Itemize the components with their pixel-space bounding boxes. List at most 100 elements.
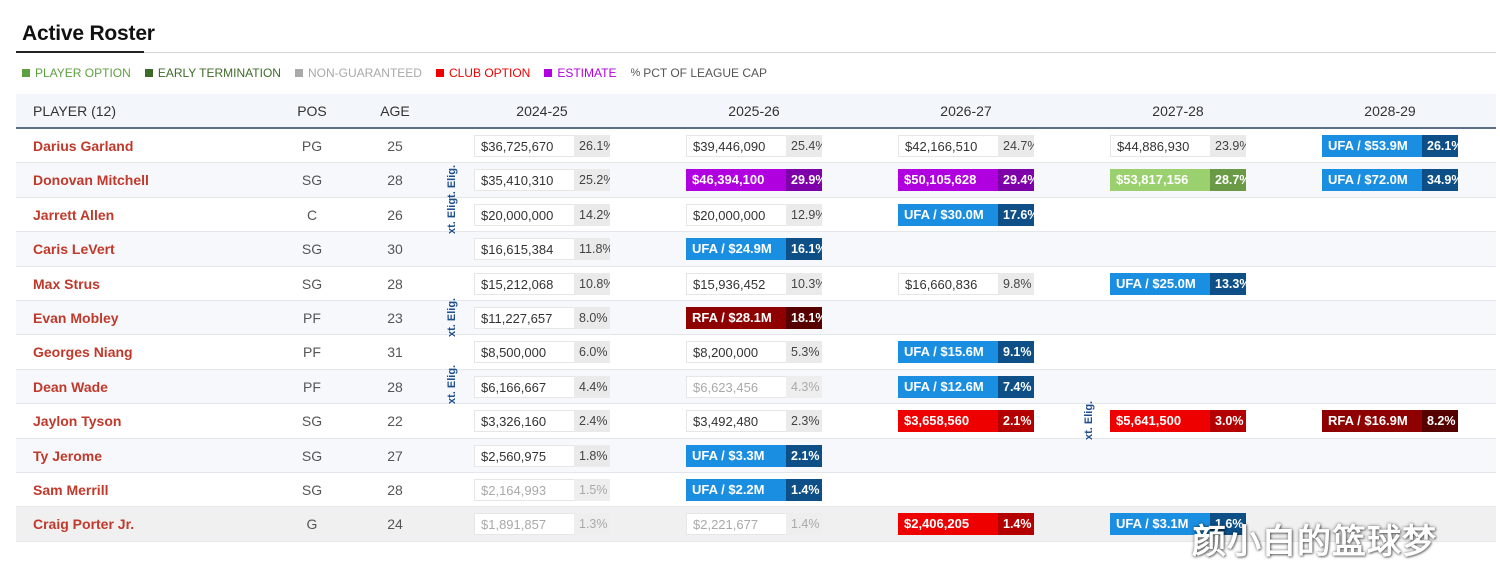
- salary-amount: $50,105,628: [898, 169, 998, 192]
- header-player[interactable]: PLAYER (12): [33, 103, 116, 119]
- salary-amount: $46,394,100: [686, 169, 786, 192]
- player-name-link[interactable]: Jarrett Allen: [33, 206, 115, 223]
- salary-amount: $16,660,836: [898, 272, 998, 295]
- salary-amount: UFA / $3.1M: [1110, 513, 1210, 536]
- salary-2025-26: UFA / $3.3M 2.1%: [686, 444, 822, 467]
- salary-pct: 11.8%: [574, 238, 610, 261]
- salary-2026-27: $3,658,560 2.1%: [898, 410, 1034, 433]
- header-2028-29[interactable]: 2028-29: [1364, 103, 1416, 119]
- salary-pct: 12.9%: [786, 203, 822, 226]
- salary-pct: 1.8%: [574, 444, 610, 467]
- player-pos: PG: [301, 138, 323, 154]
- salary-pct: 29.9%: [786, 169, 822, 192]
- percent-icon: %: [630, 67, 641, 79]
- header-2024-25[interactable]: 2024-25: [516, 103, 568, 119]
- player-name-link[interactable]: Craig Porter Jr.: [33, 516, 135, 533]
- salary-pct: 25.2%: [574, 169, 610, 192]
- salary-amount: $35,410,310: [474, 169, 574, 192]
- page-title: Active Roster: [22, 22, 155, 45]
- salary-amount: $42,166,510: [898, 135, 998, 157]
- salary-2027-28: UFA / $3.1M 1.6%: [1110, 513, 1246, 536]
- salary-pct: 16.1%: [786, 238, 822, 261]
- player-name-link[interactable]: Caris LeVert: [33, 241, 115, 258]
- player-name-link[interactable]: Donovan Mitchell: [33, 172, 149, 189]
- salary-amount: $6,166,667: [474, 375, 574, 398]
- salary-amount: $2,406,205: [898, 513, 998, 536]
- header-2025-26[interactable]: 2025-26: [728, 103, 780, 119]
- salary-amount: $8,200,000: [686, 341, 786, 364]
- salary-2025-26: UFA / $2.2M 1.4%: [686, 478, 822, 501]
- salary-amount: $2,164,993: [474, 478, 574, 501]
- salary-pct: 6.0%: [574, 341, 610, 364]
- extension-eligible-label: xt. Elig.: [446, 297, 458, 337]
- table-row: Georges Niang PF 31 $8,500,000 6.0% $8,20…: [16, 335, 1496, 370]
- legend-estimate: ESTIMATE: [544, 66, 616, 80]
- player-name-link[interactable]: Ty Jerome: [33, 447, 102, 464]
- legend-label: CLUB OPTION: [448, 66, 531, 80]
- table-header: PLAYER (12) POS AGE 2024-25 2025-26 2026…: [16, 94, 1496, 129]
- player-pos: C: [306, 206, 318, 223]
- table-row: Jaylon Tyson SG 22 $3,326,160 2.4% $3,492…: [16, 404, 1496, 439]
- salary-pct: 1.4%: [786, 478, 822, 501]
- legend-label: ESTIMATE: [557, 66, 617, 80]
- salary-pct: 1.4%: [998, 513, 1034, 536]
- table-row: Ty Jerome SG 27 $2,560,975 1.8% UFA / $3.…: [16, 438, 1496, 473]
- salary-2026-27: $2,406,205 1.4%: [898, 513, 1034, 536]
- table-row: Sam Merrill SG 28 $2,164,993 1.5% UFA / $…: [16, 473, 1496, 508]
- header-age[interactable]: AGE: [380, 103, 410, 119]
- salary-amount: $20,000,000: [474, 203, 574, 226]
- club-option-swatch-icon: [435, 69, 444, 77]
- salary-amount: RFA / $16.9M: [1322, 410, 1422, 433]
- salary-pct: 2.4%: [574, 410, 610, 433]
- player-name-link[interactable]: Evan Mobley: [33, 309, 119, 326]
- player-name-link[interactable]: Max Strus: [33, 275, 100, 292]
- player-name-link[interactable]: Darius Garland: [33, 138, 134, 154]
- salary-2025-26: $8,200,000 5.3%: [686, 341, 822, 364]
- salary-amount: $2,560,975: [474, 444, 574, 467]
- salary-amount: UFA / $53.9M: [1322, 135, 1422, 157]
- player-name-link[interactable]: Georges Niang: [33, 344, 133, 361]
- salary-amount: $1,891,857: [474, 513, 574, 536]
- salary-pct: 9.8%: [998, 272, 1034, 295]
- salary-amount: UFA / $15.6M: [898, 341, 998, 364]
- player-pos: G: [306, 516, 318, 533]
- header-2026-27[interactable]: 2026-27: [940, 103, 992, 119]
- salary-amount: UFA / $30.0M: [898, 203, 998, 226]
- salary-amount: $6,623,456: [686, 375, 786, 398]
- player-name-link[interactable]: Dean Wade: [33, 378, 108, 395]
- player-age: 28: [387, 172, 403, 189]
- salary-pct: 13.3%: [1210, 272, 1246, 295]
- header-pos[interactable]: POS: [297, 103, 327, 119]
- player-name-link[interactable]: Jaylon Tyson: [33, 413, 122, 430]
- salary-2025-26: $3,492,480 2.3%: [686, 410, 822, 433]
- player-name-link[interactable]: Sam Merrill: [33, 481, 109, 498]
- header-2027-28[interactable]: 2027-28: [1152, 103, 1204, 119]
- salary-amount: RFA / $28.1M: [686, 306, 786, 329]
- salary-pct: 18.1%: [786, 306, 822, 329]
- salary-amount: $5,641,500: [1110, 410, 1210, 433]
- salary-amount: $20,000,000: [686, 203, 786, 226]
- salary-pct: 26.1%: [1422, 135, 1458, 157]
- salary-pct: 24.7%: [998, 135, 1034, 157]
- salary-pct: 8.0%: [574, 306, 610, 329]
- salary-pct: 8.2%: [1422, 410, 1458, 433]
- salary-amount: $8,500,000: [474, 341, 574, 364]
- salary-amount: UFA / $2.2M: [686, 478, 786, 501]
- salary-amount: $3,492,480: [686, 410, 786, 433]
- player-age: 28: [387, 378, 403, 395]
- salary-pct: 2.1%: [998, 410, 1034, 433]
